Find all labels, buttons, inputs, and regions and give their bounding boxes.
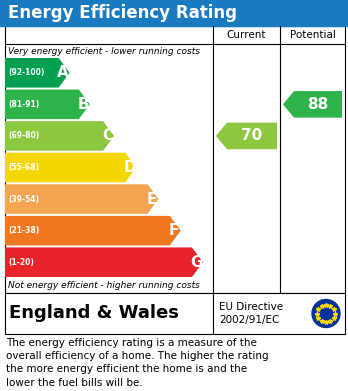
Text: 88: 88 [307,97,329,112]
Text: Potential: Potential [290,30,335,40]
Text: F: F [169,223,179,238]
Text: (1-20): (1-20) [8,258,34,267]
Text: Not energy efficient - higher running costs: Not energy efficient - higher running co… [8,282,200,291]
Text: (69-80): (69-80) [8,131,39,140]
Text: 70: 70 [242,128,263,143]
Circle shape [312,300,340,328]
Text: (21-38): (21-38) [8,226,39,235]
Polygon shape [5,184,159,214]
Text: (55-68): (55-68) [8,163,39,172]
Text: E: E [147,192,157,206]
Text: Energy Efficiency Rating: Energy Efficiency Rating [8,4,237,22]
Text: (92-100): (92-100) [8,68,45,77]
Text: B: B [77,97,89,112]
Polygon shape [283,91,342,118]
Polygon shape [5,153,136,182]
Text: (39-54): (39-54) [8,195,39,204]
Text: (81-91): (81-91) [8,100,39,109]
Text: D: D [124,160,136,175]
Bar [5,293,345,334]
Text: G: G [190,255,203,270]
Bar [5,26,345,293]
Polygon shape [5,90,90,119]
Polygon shape [5,121,114,151]
Polygon shape [5,248,203,277]
Text: C: C [102,128,113,143]
Polygon shape [5,216,181,246]
Text: A: A [57,65,69,80]
Text: Very energy efficient - lower running costs: Very energy efficient - lower running co… [8,47,200,56]
Text: The energy efficiency rating is a measure of the
overall efficiency of a home. T: The energy efficiency rating is a measur… [6,338,269,387]
Polygon shape [5,58,70,88]
Text: EU Directive
2002/91/EC: EU Directive 2002/91/EC [219,301,283,325]
Polygon shape [216,123,277,149]
Text: England & Wales: England & Wales [9,305,179,323]
Text: Current: Current [227,30,266,40]
Bar [0,0,348,26]
